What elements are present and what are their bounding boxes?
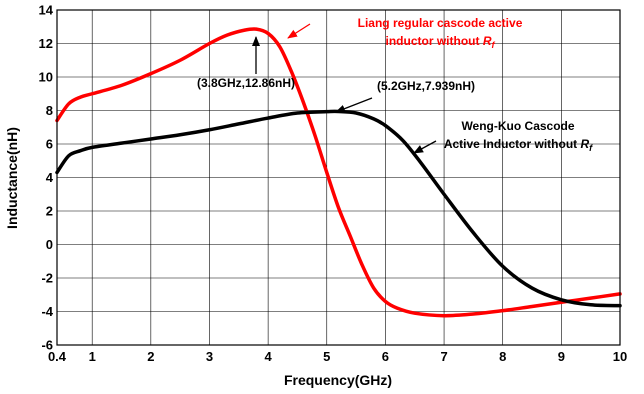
- x-tick-label: 4: [265, 349, 273, 364]
- y-tick-label: -6: [41, 338, 53, 353]
- y-tick-labels: -6 -4 -2 0 2 4 6 8 10 12 14: [39, 3, 54, 353]
- liang-label-line1: Liang regular cascode active: [358, 16, 523, 30]
- y-tick-label: 10: [39, 70, 53, 85]
- weng-label-line2: Active Inductor without Rf: [444, 137, 593, 153]
- x-tick-label: 3: [206, 349, 213, 364]
- y-tick-label: -2: [41, 271, 53, 286]
- weng-label-line1: Weng-Kuo Cascode: [461, 119, 574, 133]
- x-axis-title: Frequency(GHz): [284, 372, 392, 388]
- liang-series-line: [55, 27, 622, 318]
- x-tick-label: 1: [89, 349, 96, 364]
- x-tick-label: 7: [440, 349, 447, 364]
- red-peak-label: (3.8GHz,12.86nH): [197, 76, 295, 90]
- y-axis-title: Inductance(nH): [4, 127, 20, 229]
- x-tick-label: 10: [613, 349, 627, 364]
- grid: [57, 10, 620, 345]
- weng-arrow: [413, 140, 437, 154]
- liang-label-line2: inductor without Rf: [386, 34, 496, 50]
- black-peak-arrow: [335, 97, 373, 113]
- x-tick-label: 8: [499, 349, 506, 364]
- y-tick-label: 0: [46, 237, 53, 252]
- plot-frame: [56, 9, 621, 346]
- x-tick-label: 5: [323, 349, 330, 364]
- y-tick-label: 2: [46, 204, 53, 219]
- black-peak-label: (5.2GHz,7.939nH): [377, 79, 475, 93]
- y-tick-label: 4: [46, 170, 54, 185]
- y-tick-label: -4: [41, 304, 53, 319]
- liang-arrow: [287, 23, 311, 39]
- x-tick-label: 9: [558, 349, 565, 364]
- x-tick-label: 0.4: [48, 349, 67, 364]
- y-tick-label: 12: [39, 36, 53, 51]
- y-tick-label: 8: [46, 103, 53, 118]
- y-tick-label: 6: [46, 137, 53, 152]
- x-tick-label: 6: [382, 349, 389, 364]
- x-tick-labels: 0.4 1 2 3 4 5 6 7 8 9 10: [48, 349, 627, 364]
- y-tick-label: 14: [39, 3, 54, 18]
- x-tick-label: 2: [147, 349, 154, 364]
